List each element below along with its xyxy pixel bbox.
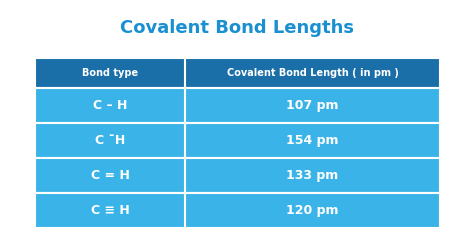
Text: Covalent Bond Length ( in pm ): Covalent Bond Length ( in pm ) xyxy=(227,68,399,78)
Text: C – H: C – H xyxy=(93,99,127,112)
Text: Bond type: Bond type xyxy=(82,68,138,78)
Text: 120 pm: 120 pm xyxy=(286,204,339,217)
FancyBboxPatch shape xyxy=(35,88,440,123)
Text: C ¯H: C ¯H xyxy=(95,134,125,147)
Text: C = H: C = H xyxy=(91,169,129,182)
FancyBboxPatch shape xyxy=(35,123,440,158)
Text: 107 pm: 107 pm xyxy=(286,99,339,112)
FancyBboxPatch shape xyxy=(35,58,440,88)
Text: C ≡ H: C ≡ H xyxy=(91,204,129,217)
Text: 133 pm: 133 pm xyxy=(286,169,338,182)
FancyBboxPatch shape xyxy=(35,193,440,228)
FancyBboxPatch shape xyxy=(35,158,440,193)
Text: Covalent Bond Lengths: Covalent Bond Lengths xyxy=(120,19,354,37)
Text: 154 pm: 154 pm xyxy=(286,134,339,147)
